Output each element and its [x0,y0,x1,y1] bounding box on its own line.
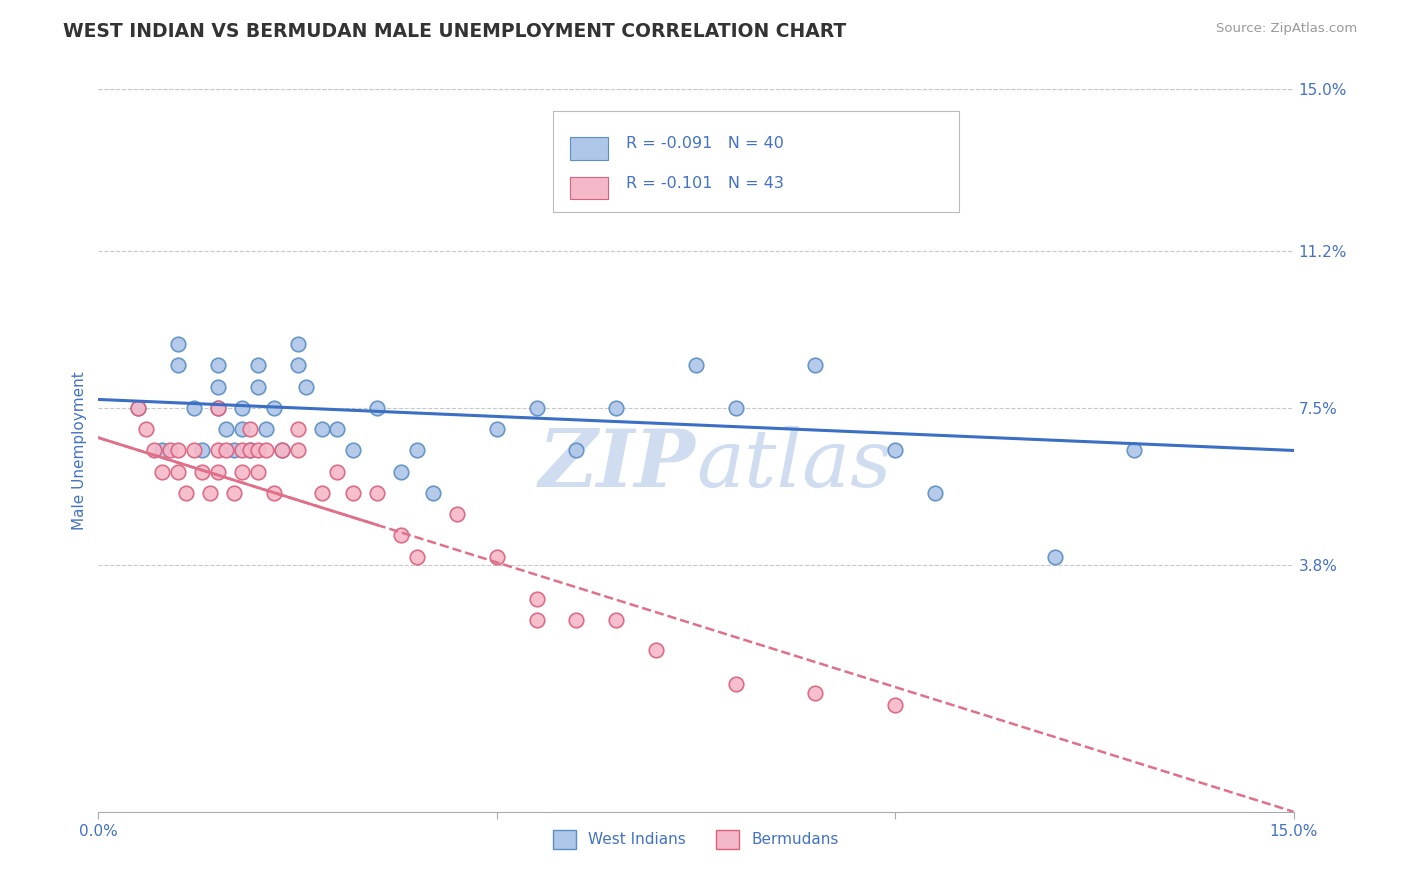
Point [287,422,309,436]
Point [270,443,292,458]
Point [191,443,214,458]
Point [270,443,292,458]
Point [724,677,747,691]
Point [222,486,245,500]
Point [406,549,429,564]
Text: R = -0.091   N = 40: R = -0.091 N = 40 [626,136,785,151]
Point [246,359,269,373]
Point [207,443,229,458]
Point [246,380,269,394]
Point [342,486,364,500]
Point [183,401,205,415]
Point [311,486,333,500]
Point [326,465,349,479]
Point [565,614,588,628]
Point [254,443,277,458]
Point [366,401,388,415]
Point [526,592,548,607]
Point [342,443,364,458]
Point [127,401,149,415]
Point [143,443,166,458]
Legend: West Indians, Bermudans: West Indians, Bermudans [547,824,845,855]
Point [167,443,190,458]
Bar [571,136,609,160]
Point [207,380,229,394]
Point [605,401,627,415]
Point [246,443,269,458]
Point [215,422,238,436]
Point [174,486,197,500]
Point [167,465,190,479]
Point [239,443,262,458]
Point [150,443,173,458]
Point [526,614,548,628]
Point [150,465,173,479]
Point [287,443,309,458]
Point [207,401,229,415]
Point [389,528,412,542]
Point [191,465,214,479]
Point [685,359,707,373]
Point [526,401,548,415]
Point [287,337,309,351]
Point [884,698,907,713]
Point [207,359,229,373]
Point [215,443,238,458]
Text: ZIP: ZIP [538,426,696,504]
Point [207,465,229,479]
Point [422,486,444,500]
Point [884,443,907,458]
Point [1043,549,1066,564]
Point [263,401,285,415]
Point [406,443,429,458]
Text: atlas: atlas [696,426,891,504]
Point [159,443,181,458]
Point [366,486,388,500]
Point [389,465,412,479]
Point [804,359,827,373]
Point [246,465,269,479]
Point [724,401,747,415]
FancyBboxPatch shape [553,111,959,212]
Point [231,465,253,479]
Point [804,686,827,700]
Point [446,507,468,521]
Point [127,401,149,415]
Point [231,401,253,415]
Point [167,337,190,351]
Point [183,443,205,458]
Point [135,422,157,436]
Point [605,614,627,628]
Point [254,422,277,436]
Point [326,422,349,436]
Point [207,401,229,415]
Point [231,422,253,436]
Point [287,359,309,373]
Point [485,422,508,436]
Point [1123,443,1146,458]
Text: WEST INDIAN VS BERMUDAN MALE UNEMPLOYMENT CORRELATION CHART: WEST INDIAN VS BERMUDAN MALE UNEMPLOYMEN… [63,22,846,41]
Point [239,422,262,436]
Text: R = -0.101   N = 43: R = -0.101 N = 43 [626,176,785,191]
Point [239,443,262,458]
Point [167,359,190,373]
Point [294,380,316,394]
Point [231,443,253,458]
Point [645,643,668,657]
Point [222,443,245,458]
Bar [571,177,609,200]
Point [565,443,588,458]
Point [263,486,285,500]
Y-axis label: Male Unemployment: Male Unemployment [72,371,87,530]
Point [924,486,946,500]
Point [485,549,508,564]
Point [311,422,333,436]
Point [198,486,221,500]
Text: Source: ZipAtlas.com: Source: ZipAtlas.com [1216,22,1357,36]
